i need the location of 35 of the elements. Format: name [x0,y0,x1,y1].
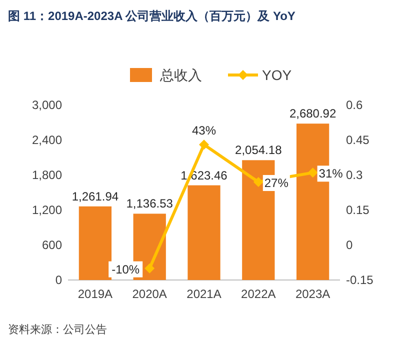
y2-tick-label: 0.45 [346,133,370,147]
data-label: 27% [264,176,289,190]
point [308,168,318,178]
y2-tick-label: 0 [346,238,353,252]
data-label: 43% [192,124,216,138]
y-tick-label: 1,200 [32,203,62,217]
point [253,177,264,187]
data-label: 2,680.92 [289,106,336,121]
data-label: -10% [112,262,140,276]
x-tick-label: 2021A [186,287,222,301]
legend-label: 总收入 [159,67,202,83]
y2-tick-label: 0.6 [346,98,364,112]
bar [188,185,220,280]
chart-title: 图 11：2019A-2023A 公司营业收入（百万元）及 YoY [8,9,296,23]
x-tick-label: 2023A [295,287,330,301]
y-tick-label: 600 [42,238,62,252]
y2-tick-label: 0.3 [346,168,364,182]
y-tick-label: 3,000 [32,98,62,112]
x-tick-label: 2019A [78,287,113,301]
x-tick-label: 2020A [132,287,167,301]
y2-tick-label: 0.15 [346,203,370,217]
y2-tick-label: -0.15 [346,273,374,287]
data-label: 1,261.94 [72,189,119,204]
text: 资料来源：公司公告 [8,323,107,336]
data-label: 31% [318,166,344,181]
data-label: 1,136.53 [126,196,174,211]
point [199,140,209,150]
y-tick-label: 1,800 [32,168,62,182]
legend-label: YOY [262,67,292,83]
bar [78,206,112,280]
y-tick-label: 0 [55,273,62,287]
y-tick-label: 2,400 [32,133,62,147]
point [144,263,155,274]
x-tick-label: 2022A [241,287,276,301]
data-label: 2,054.18 [235,143,282,158]
